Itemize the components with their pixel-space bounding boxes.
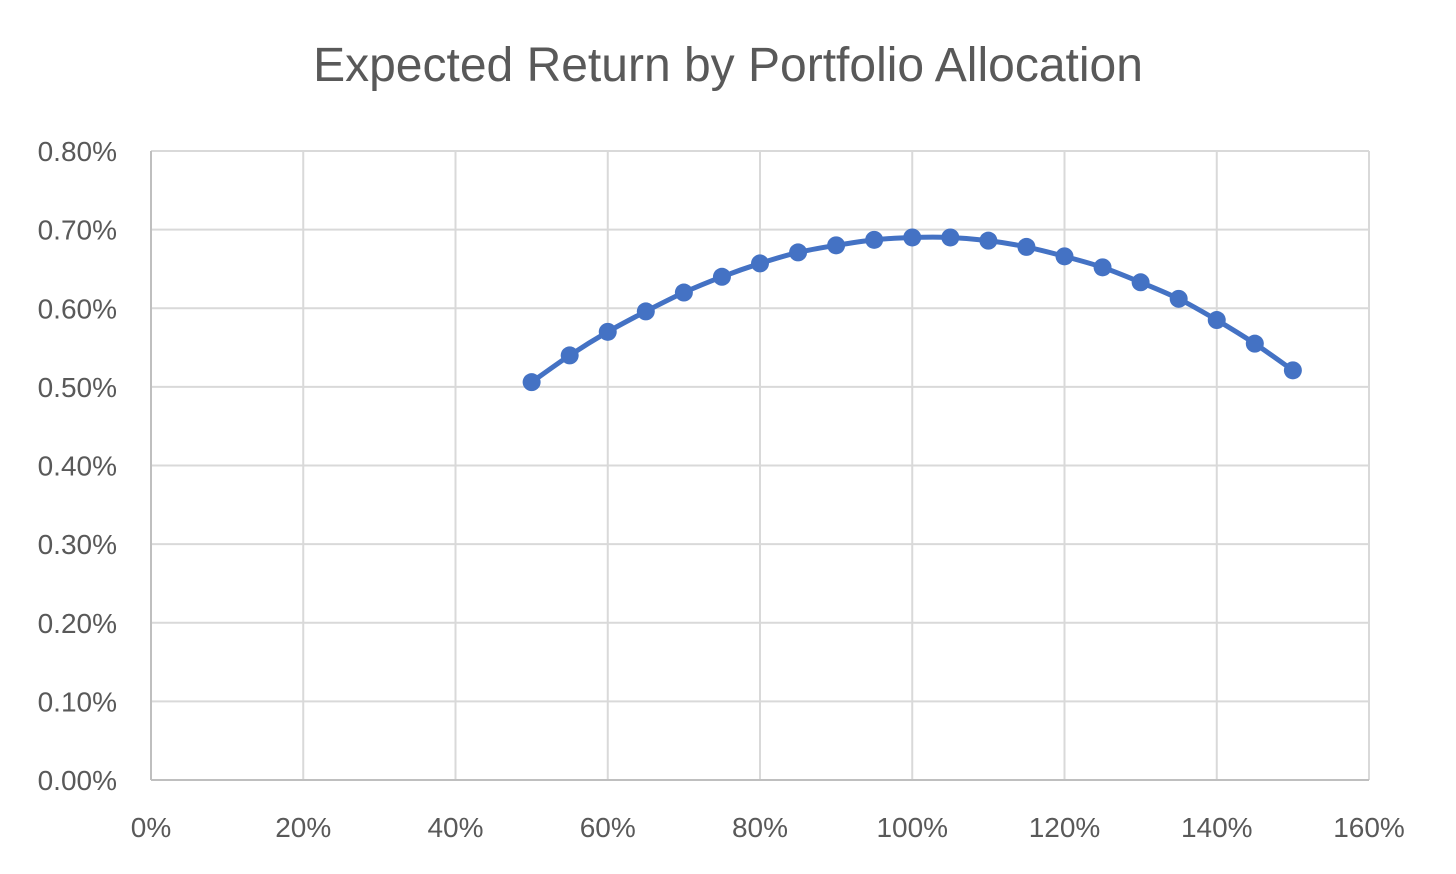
x-tick-label: 160% xyxy=(1333,812,1405,843)
data-point xyxy=(979,231,998,250)
data-point xyxy=(1017,237,1036,256)
x-tick-label: 100% xyxy=(876,812,948,843)
y-tick-label: 0.70% xyxy=(38,215,117,246)
x-tick-label: 80% xyxy=(732,812,788,843)
x-tick-label: 120% xyxy=(1029,812,1101,843)
data-point xyxy=(827,236,846,255)
data-point xyxy=(1093,258,1112,277)
data-point xyxy=(674,283,693,302)
y-tick-label: 0.40% xyxy=(38,451,117,482)
y-tick-label: 0.10% xyxy=(38,686,117,717)
data-point xyxy=(1055,247,1074,266)
data-point xyxy=(1169,289,1188,308)
y-tick-label: 0.20% xyxy=(38,608,117,639)
tick-labels: 0.00% 0.10% 0.20% 0.30% 0.40% 0.50% 0.60% 0.70%… xyxy=(38,136,1405,843)
x-tick-label: 20% xyxy=(275,812,331,843)
series xyxy=(522,228,1302,392)
x-tick-label: 140% xyxy=(1181,812,1253,843)
data-point xyxy=(712,267,731,286)
data-point xyxy=(636,302,655,321)
data-point xyxy=(598,322,617,341)
chart-title: Expected Return by Portfolio Allocation xyxy=(313,39,1143,92)
y-tick-label: 0.00% xyxy=(38,765,117,796)
grid xyxy=(150,150,1370,781)
y-tick-label: 0.50% xyxy=(38,372,117,403)
data-point xyxy=(560,346,579,365)
y-tick-label: 0.80% xyxy=(38,136,117,167)
data-point xyxy=(903,228,922,247)
y-tick-label: 0.60% xyxy=(38,293,117,324)
data-point xyxy=(751,254,769,273)
data-point xyxy=(789,243,808,262)
axes xyxy=(150,151,1369,781)
data-point xyxy=(865,230,884,249)
x-tick-label: 60% xyxy=(580,812,636,843)
x-tick-label: 40% xyxy=(427,812,483,843)
data-point xyxy=(1207,311,1226,330)
data-point xyxy=(941,228,960,247)
data-point xyxy=(522,373,541,392)
data-point xyxy=(1245,334,1264,353)
x-tick-label: 0% xyxy=(131,812,171,843)
data-point xyxy=(1283,361,1302,380)
data-point xyxy=(1131,273,1150,292)
y-tick-label: 0.30% xyxy=(38,529,117,560)
